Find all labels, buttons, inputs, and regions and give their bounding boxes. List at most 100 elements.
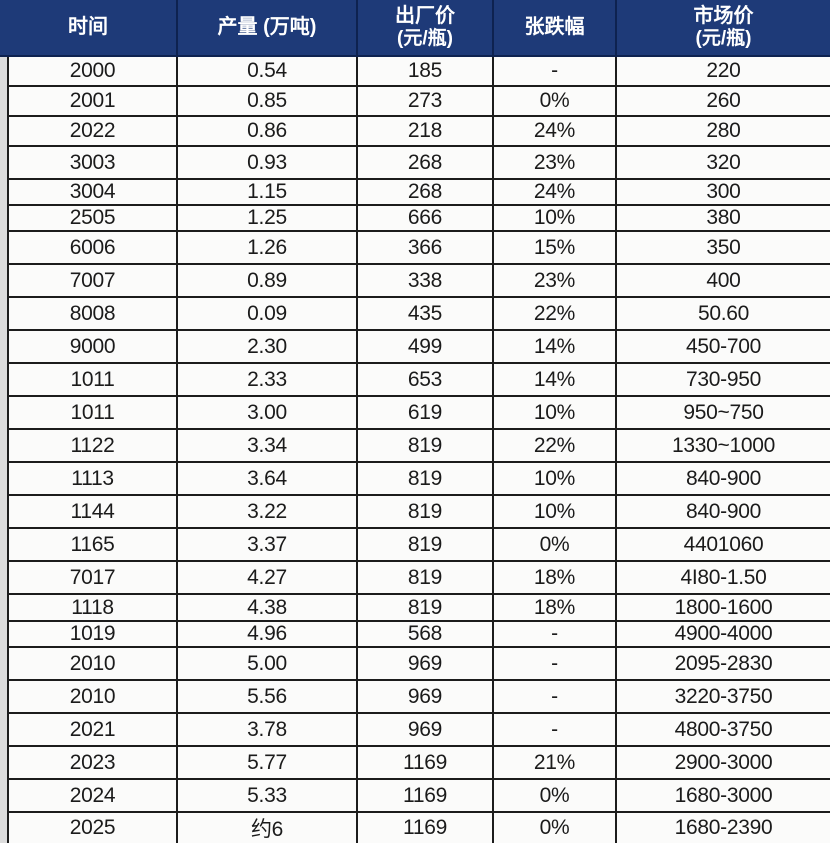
table-cell: 14% [494, 331, 617, 362]
table-cell: 4900-4000 [674, 622, 773, 645]
table-cell: 6006 [9, 232, 178, 263]
table-cell: 4.38 [178, 595, 358, 620]
table-cell: 969 [358, 681, 494, 712]
table-cell: 2095-2830 [674, 651, 773, 675]
header-label: 市场价 [693, 5, 754, 28]
table-row: 3003 0.93 268 23% 320 [9, 147, 830, 180]
table-cell: 4I80-1.50 [680, 565, 767, 589]
header-label: 张跌幅 [524, 16, 585, 38]
table-cell: 0% [494, 529, 617, 560]
table-cell: 950~750 [683, 400, 764, 424]
table-row: 2010 5.56 969- 3220-3750 [9, 681, 830, 714]
table-cell: 5.00 [178, 648, 358, 679]
table-cell: 819 [358, 562, 494, 593]
table-cell: 840-900 [686, 466, 761, 490]
table-row: 1019 4.96 568- 4900-4000 [9, 622, 830, 648]
table-cell: 2023 [9, 747, 178, 778]
table-cell: 819 [358, 496, 494, 527]
table-row: 1011 2.33 653 14% 730-950 [9, 364, 830, 397]
table-cell: 185 [358, 57, 494, 85]
table-cell: 23% [494, 265, 617, 296]
table-cell: 1330~1000 [672, 433, 775, 457]
table-cell: 1680-2390 [674, 816, 773, 839]
table-cell: 1169 [358, 813, 494, 843]
header-sublabel: (元/瓶) [695, 28, 752, 50]
table-cell: 10% [494, 463, 617, 494]
table-cell: 0% [494, 813, 617, 843]
table-cell: 2010 [9, 648, 178, 679]
table-row: 6006 1.26 366 15% 350 [9, 232, 830, 265]
table-cell: 2001 [9, 87, 178, 115]
header-cell-factory-price: 出厂价 (元/瓶) [358, 0, 494, 55]
table-cell: 2.30 [178, 331, 358, 362]
table-row: 9000 2.30 499 14% 450-700 [9, 331, 830, 364]
table-cell: 14% [494, 364, 617, 395]
table-cell: 5.56 [178, 681, 358, 712]
table-cell: - [494, 622, 617, 646]
table-cell: 1169 [358, 780, 494, 811]
table-cell: 450-700 [686, 334, 761, 358]
table-row: 2000 0.54 185- 220 [9, 57, 830, 87]
table-cell: 3.37 [178, 529, 358, 560]
table-cell: 0.86 [178, 117, 358, 145]
table-cell: 4.96 [178, 622, 358, 646]
header-cell-production: 产量 (万吨) [178, 0, 358, 55]
table-cell: 10% [494, 397, 617, 428]
table-cell: 435 [358, 298, 494, 329]
table-cell: 819 [358, 430, 494, 461]
table-cell: 969 [358, 648, 494, 679]
table-cell: 819 [358, 595, 494, 620]
table-cell: - [494, 714, 617, 745]
table-row: 7007 0.89 338 23% 400 [9, 265, 830, 298]
table-row: 7017 4.27 819 18% 4I80-1.50 [9, 562, 830, 595]
table-cell: 819 [358, 529, 494, 560]
table-cell: 1680-3000 [674, 783, 773, 807]
table-cell: 666 [358, 206, 494, 230]
header-cell-time: 时间 [0, 0, 178, 55]
table-row: 2010 5.00 969- 2095-2830 [9, 648, 830, 681]
table-cell: 268 [358, 147, 494, 178]
table-row: 8008 0.09 435 22% 50.60 [9, 298, 830, 331]
table-cell: 338 [358, 265, 494, 296]
header-cell-change: 张跌幅 [494, 0, 617, 55]
table-row: 1113 3.64 819 10% 840-900 [9, 463, 830, 496]
table-cell: 1144 [9, 496, 178, 527]
table-cell: 619 [358, 397, 494, 428]
table-cell: 320 [706, 150, 741, 174]
table-cell: 2010 [9, 681, 178, 712]
table-cell: 1122 [9, 430, 178, 461]
table-cell: 840-900 [686, 499, 761, 523]
table-cell: 4401060 [683, 532, 764, 556]
table-cell: 300 [706, 180, 741, 203]
header-cell-market-price: 市场价 (元/瓶) [617, 0, 830, 55]
table-cell: 969 [358, 714, 494, 745]
table-cell: 2000 [9, 57, 178, 85]
table-cell: 280 [706, 119, 741, 142]
table-cell: 499 [358, 331, 494, 362]
table-cell: 4.27 [178, 562, 358, 593]
header-sublabel: (元/瓶) [397, 28, 453, 50]
table-row: 1122 3.34 819 22% 1330~1000 [9, 430, 830, 463]
table-cell: 1.26 [178, 232, 358, 263]
table-cell: 3.78 [178, 714, 358, 745]
table-cell: 0% [494, 780, 617, 811]
table-header-row: 时间 产量 (万吨) 出厂价 (元/瓶) 张跌幅 市场价 (元/瓶) [0, 0, 830, 57]
table-cell: 18% [494, 562, 617, 593]
table-cell: 1800-1600 [674, 595, 773, 619]
table-cell: 0% [494, 87, 617, 115]
table-cell: 1169 [358, 747, 494, 778]
table-cell: 218 [358, 117, 494, 145]
table-row: 1011 3.00 619 10% 950~750 [9, 397, 830, 430]
table-row: 2024 5.33 1169 0% 1680-3000 [9, 780, 830, 813]
table-cell: 2025 [9, 813, 178, 843]
table-cell: 2022 [9, 117, 178, 145]
table-cell: 350 [706, 235, 741, 259]
table-cell: 8008 [9, 298, 178, 329]
table-cell: 1.15 [178, 180, 358, 204]
header-label: 出厂价 [395, 5, 455, 28]
table-cell: 1113 [9, 463, 178, 494]
table-cell: 0.54 [178, 57, 358, 85]
table-cell: 1011 [9, 364, 178, 395]
table-cell: 10% [494, 496, 617, 527]
header-label: 时间 [68, 16, 108, 38]
